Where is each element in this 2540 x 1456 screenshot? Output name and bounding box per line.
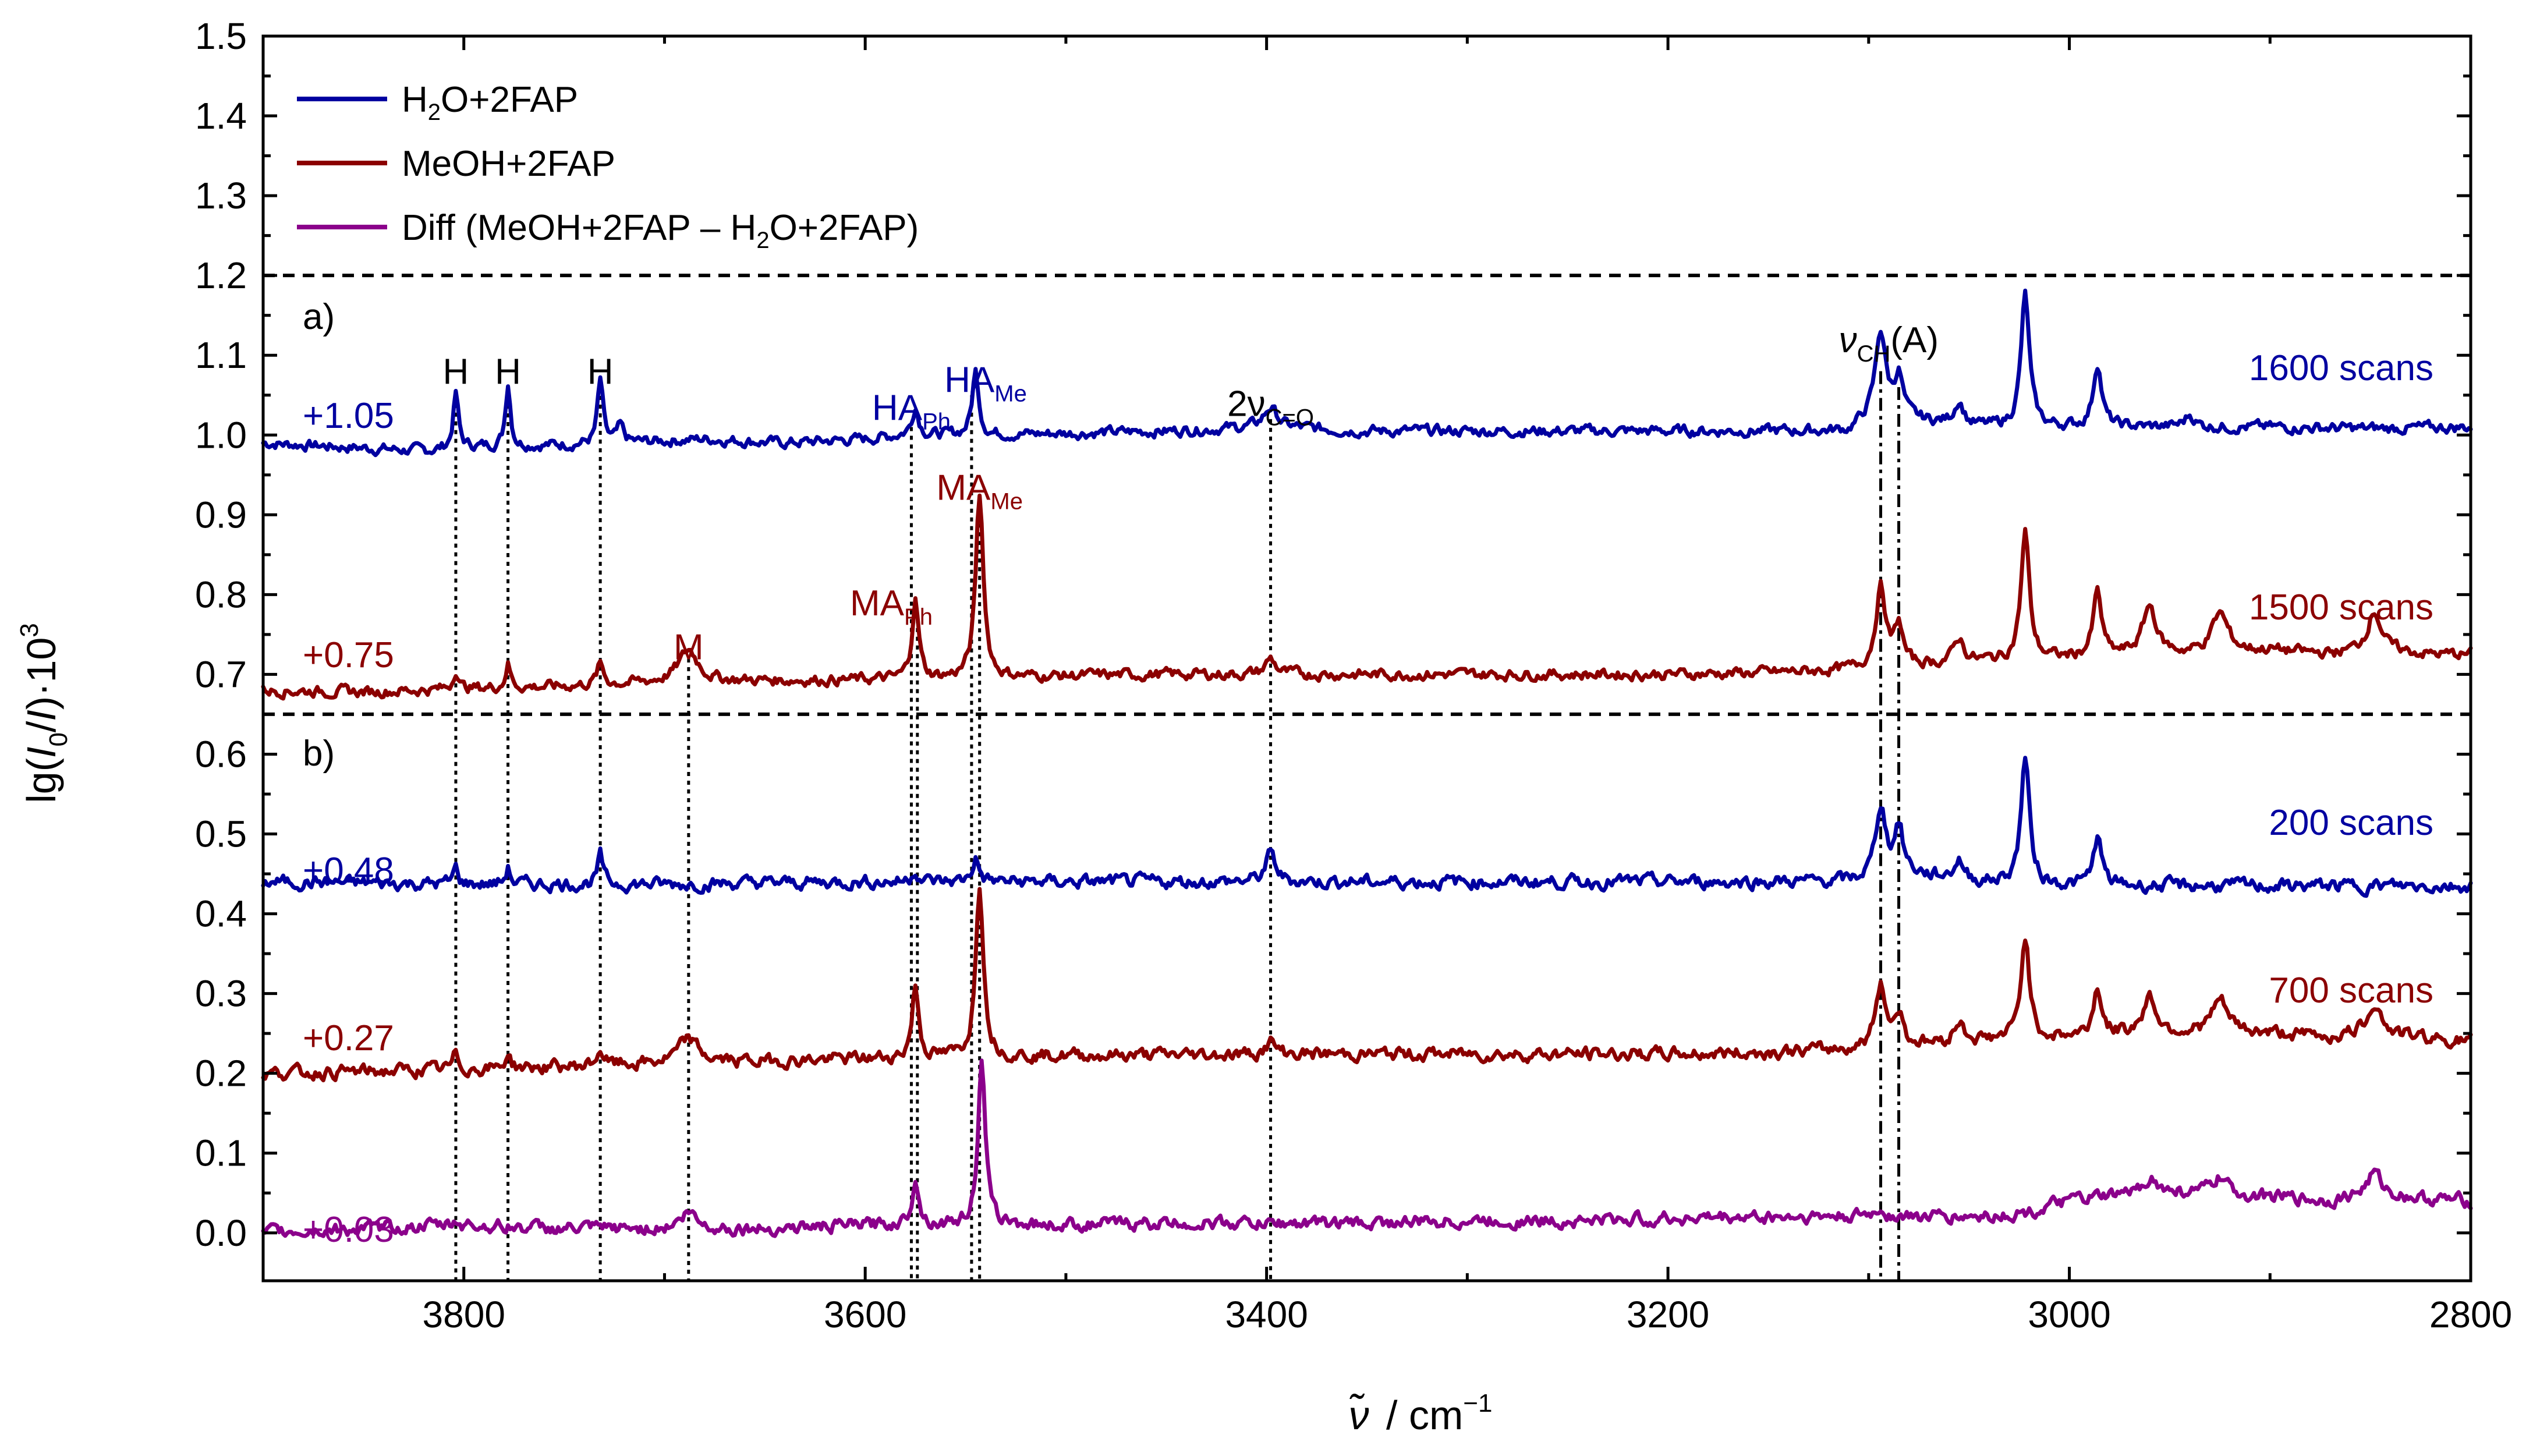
y-tick-label: 0.1	[195, 1132, 247, 1174]
offset-label: +0.75	[303, 635, 394, 675]
legend-label: MeOH+2FAP	[402, 144, 615, 184]
x-tick-label: 3200	[1627, 1294, 1709, 1335]
peak-label-MAMe: MAMe	[936, 467, 1023, 514]
series-line-0	[261, 288, 2473, 458]
y-tick-label: 0.2	[195, 1053, 247, 1094]
y-tick-label: 1.4	[195, 95, 247, 137]
guide-lines	[454, 371, 1901, 1281]
y-tick-label: 1.3	[195, 175, 247, 217]
series-line-4	[261, 1058, 2473, 1238]
y-tick-label: 0.7	[195, 653, 247, 695]
peak-label-H2: H	[495, 352, 521, 392]
x-tick-label: 2800	[2429, 1294, 2512, 1335]
series-line-2	[261, 756, 2473, 898]
offset-label: +0.27	[303, 1018, 394, 1058]
peak-label-nuCH: νCH(A)	[1839, 320, 1939, 367]
panel-label-b: b)	[303, 734, 335, 774]
scans-label: 1600 scans	[2249, 348, 2433, 388]
axes: 0.0 0.1 0.2 0.3 0.4 0.5 0.6 0.7 0.8 0.9 1.0 1.1 1.2 1…	[195, 15, 2512, 1335]
scans-label: 700 scans	[2269, 970, 2433, 1011]
panel-label-a: a)	[303, 297, 335, 337]
y-tick-label: 0.3	[195, 973, 247, 1015]
y-tick-label: 0.0	[195, 1212, 247, 1254]
peak-label-M: M	[674, 627, 704, 667]
y-tick-label: 0.9	[195, 494, 247, 536]
x-tick-label: 3800	[423, 1294, 505, 1335]
peak-label-H3: H	[587, 352, 614, 392]
x-tick-label: 3400	[1225, 1294, 1308, 1335]
legend-label: Diff (MeOH+2FAP – H2O+2FAP)	[402, 208, 919, 253]
legend: H2O+2FAP MeOH+2FAP Diff (MeOH+2FAP – H2O+2…	[297, 80, 919, 253]
y-tick-label: 0.4	[195, 893, 247, 935]
plot-frame	[261, 34, 2472, 1283]
offset-label: +1.05	[303, 396, 394, 436]
peak-label-HAMe: HAMe	[944, 360, 1027, 406]
y-tick-label: 1.0	[195, 414, 247, 456]
scans-label: 1500 scans	[2249, 587, 2433, 628]
peak-label-MAPh: MAPh	[850, 583, 933, 630]
y-tick-label: 1.1	[195, 334, 247, 376]
peak-label-nuCO: 2νC=O	[1227, 384, 1314, 430]
y-axis-label: lg(I0/I)·103	[15, 623, 73, 803]
peak-label-H1: H	[443, 352, 469, 392]
plot-area	[263, 274, 2471, 716]
y-tick-label: 1.5	[195, 15, 247, 57]
y-tick-label: 0.5	[195, 813, 247, 855]
x-axis-label: ν̃ / cm−1	[1349, 1389, 1493, 1438]
series-line-3	[261, 887, 2473, 1083]
series-group: +1.05 1600 scans +0.75 1500 scans +0.48 200 s…	[261, 288, 2473, 1250]
peak-label-HAPh: HAPh	[872, 388, 951, 434]
x-tick-label: 3600	[824, 1294, 906, 1335]
x-tick-label: 3000	[2028, 1294, 2110, 1335]
series-line-1	[261, 493, 2473, 701]
offset-label: +0.48	[303, 851, 394, 891]
offset-label: +0.03	[303, 1210, 394, 1250]
legend-label: H2O+2FAP	[402, 80, 578, 125]
y-tick-label: 0.6	[195, 733, 247, 775]
y-tick-label: 1.2	[195, 254, 247, 296]
y-tick-label: 0.8	[195, 573, 247, 615]
scans-label: 200 scans	[2269, 803, 2433, 843]
